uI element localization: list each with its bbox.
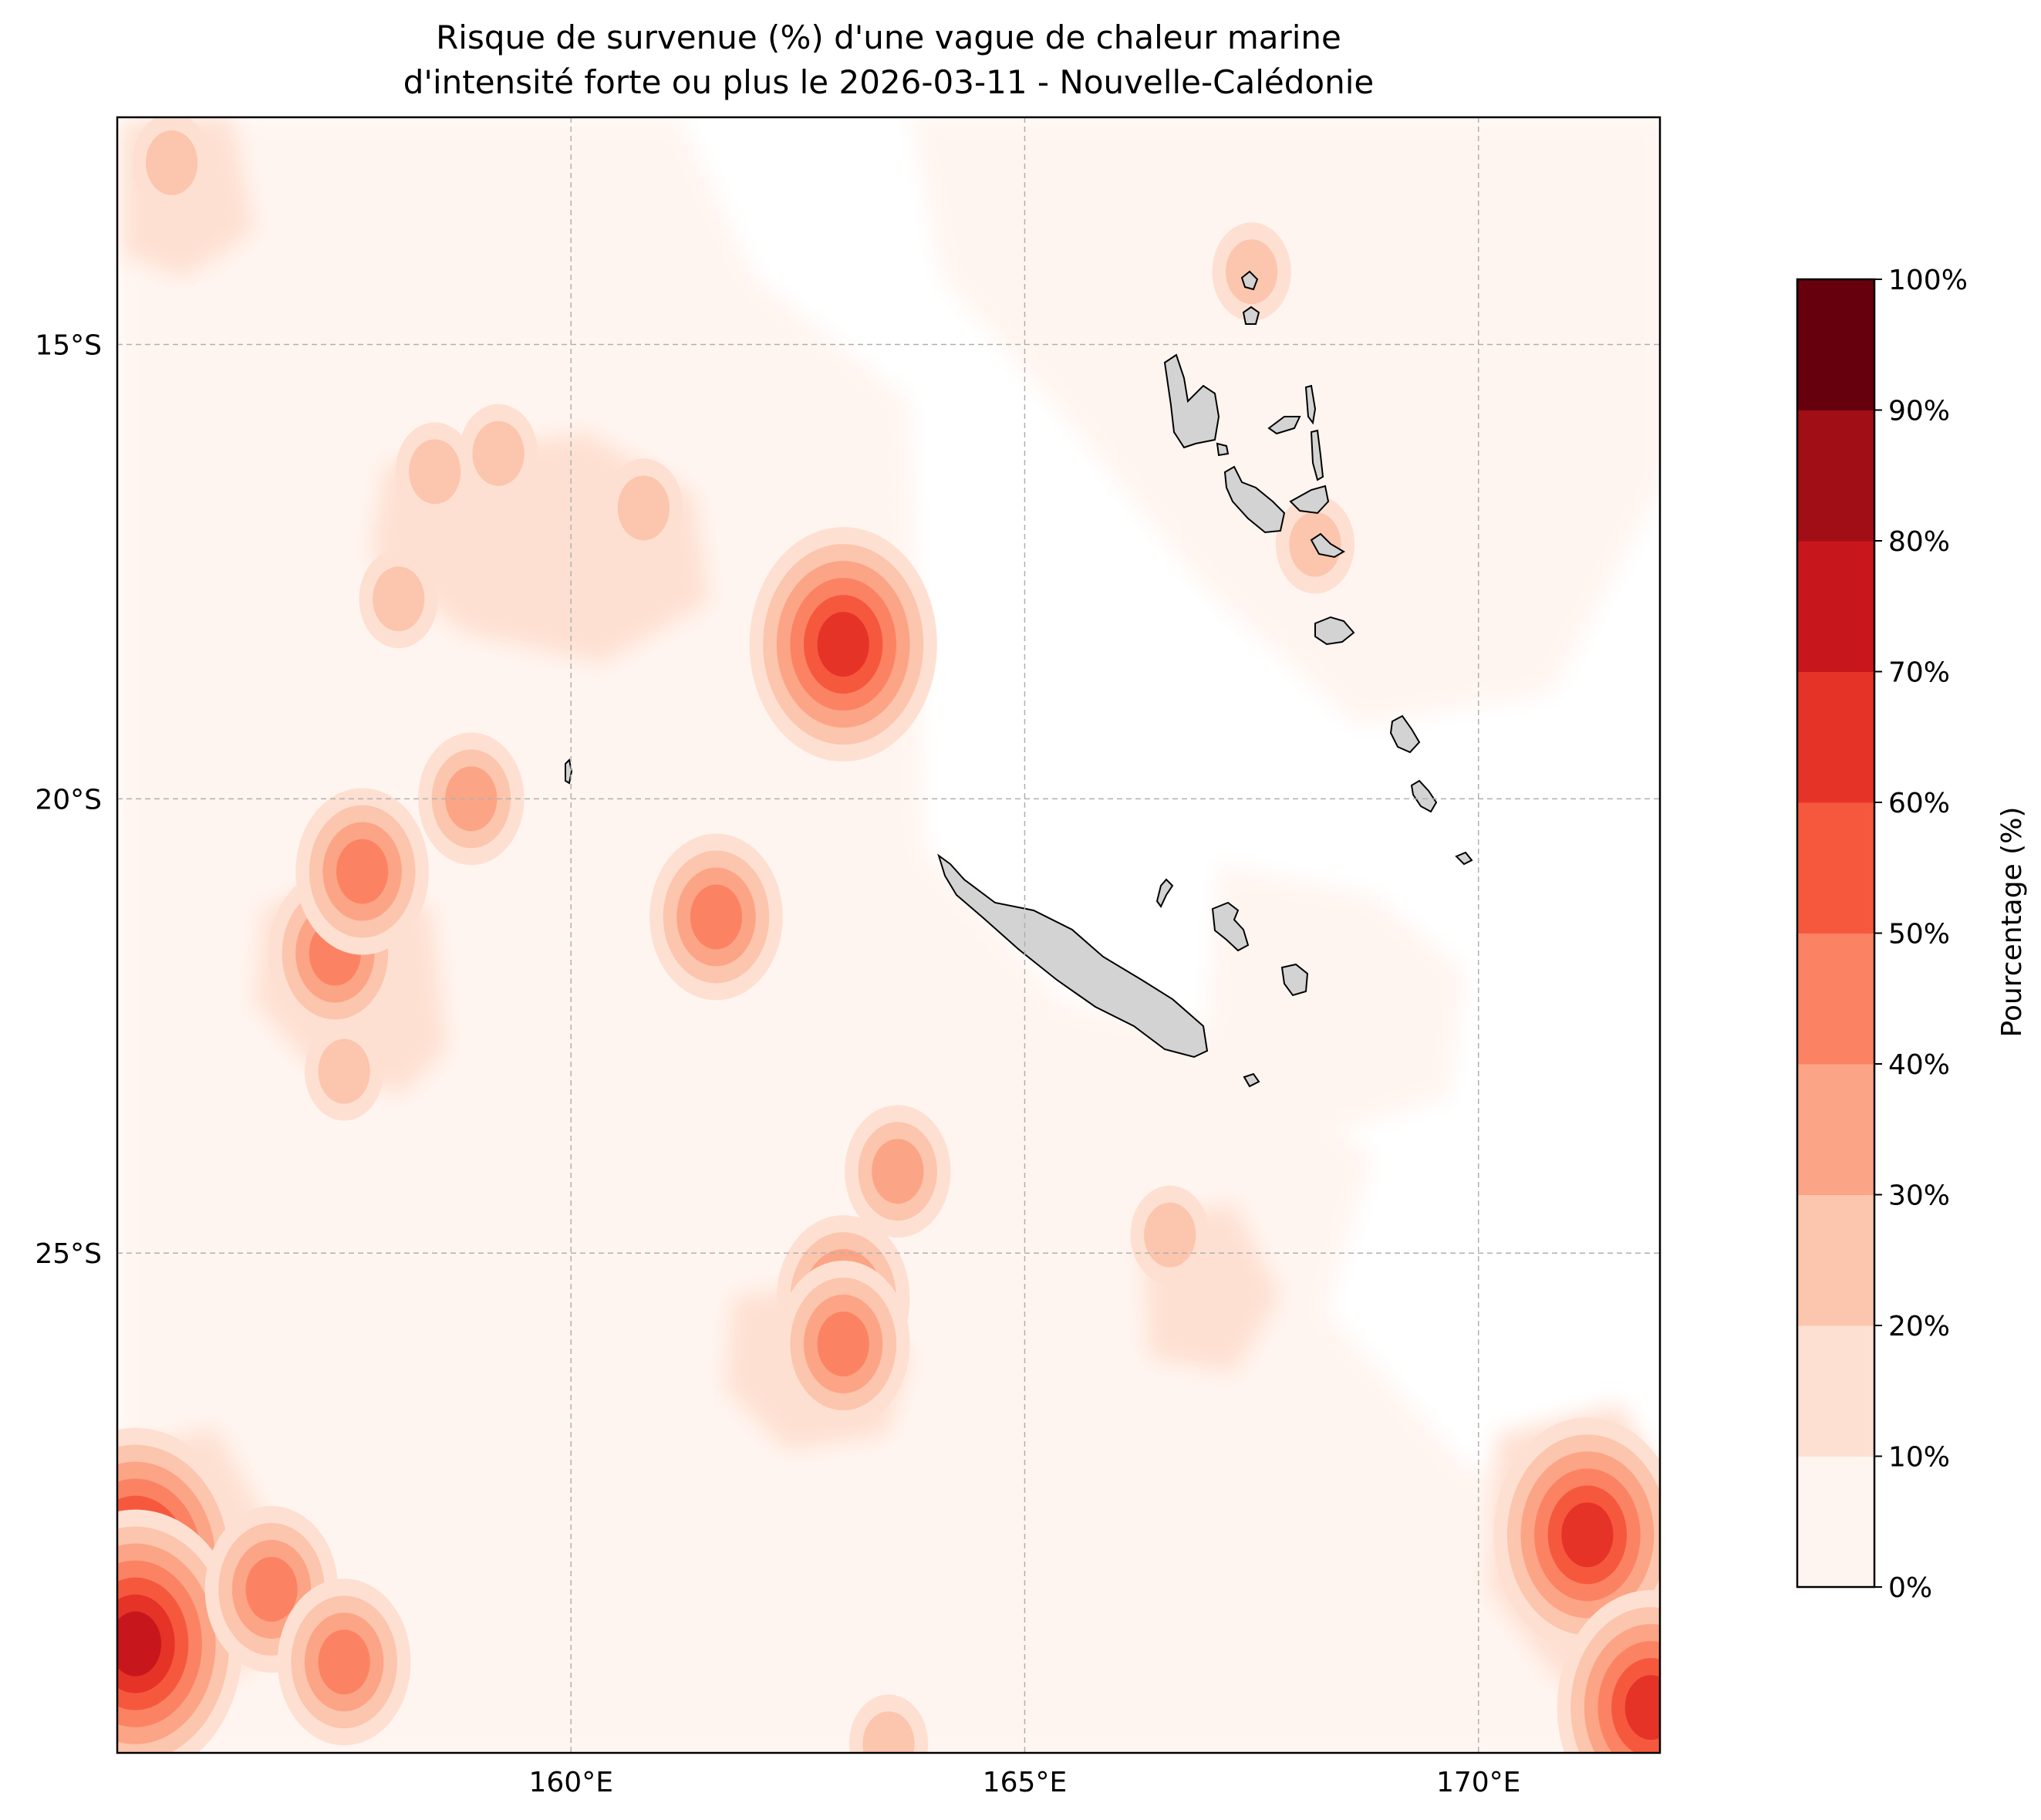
risk-hotspot [1557, 1590, 1660, 1753]
colorbar-segment [1797, 802, 1874, 934]
map-title-line-1: Risque de survenue (%) d'une vague de ch… [436, 19, 1341, 56]
island-ouvea [1155, 878, 1174, 908]
island-vanuatu-maewo [1304, 384, 1317, 425]
risk-hotspot [844, 1105, 951, 1238]
colorbar-label: Pourcentage (%) [1996, 807, 2028, 1038]
colorbar-segment [1797, 410, 1874, 542]
map-frame [116, 116, 1661, 1754]
risk-contour-band [872, 1139, 924, 1204]
island-vanuatu-efate [1314, 616, 1355, 646]
risk-contour-band [318, 1629, 370, 1695]
colorbar-segment [1797, 1194, 1874, 1326]
risk-hotspot [117, 1509, 243, 1753]
island-vanuatu-espiritu-santo [1163, 353, 1220, 449]
risk-contour-band [690, 884, 743, 950]
risk-contour-band [245, 1557, 298, 1622]
risk-hotspot [277, 1579, 411, 1746]
island-vanuatu-epi [1310, 532, 1345, 559]
axis-tick-labels: 160°E 165°E 170°E 15°S 20°S 25°S [35, 329, 1520, 1798]
risk-hotspot [395, 422, 474, 522]
risk-contour-band [817, 612, 869, 677]
colorbar-segment [1797, 279, 1874, 410]
risk-contour-band [117, 1611, 162, 1676]
risk-contour-band [1561, 1502, 1614, 1568]
colorbar-tick-label: 40% [1888, 1049, 1950, 1081]
colorbar-tick-label: 30% [1888, 1180, 1950, 1212]
risk-hotspots [117, 117, 1660, 1753]
risk-hotspot [776, 1261, 910, 1427]
colorbar-segment [1797, 541, 1874, 672]
colorbar-tick-label: 60% [1888, 788, 1950, 819]
island-vanuatu-ambrym [1289, 485, 1330, 515]
island-vanuatu-malo [1216, 442, 1230, 457]
lon-tick-label: 160°E [529, 1767, 613, 1798]
risk-contour-band [145, 130, 198, 195]
colorbar-segment [1797, 933, 1874, 1065]
risk-hotspot [649, 833, 783, 1001]
risk-hotspot [295, 788, 430, 955]
land-masses [565, 270, 1473, 1088]
island-torres-north [1240, 270, 1259, 291]
colorbar-tick-label: 80% [1888, 526, 1950, 558]
colorbar-segment [1797, 671, 1874, 803]
risk-hotspot [1130, 1185, 1209, 1285]
colorbar-tick-label: 10% [1888, 1442, 1950, 1474]
risk-hotspot [749, 527, 937, 762]
risk-contour-band [1225, 239, 1278, 305]
map-title-line-2: d'intensité forte ou plus le 2026-03-11 … [403, 63, 1375, 101]
risk-contour-band [1624, 1675, 1660, 1741]
colorbar-tick-label: 0% [1888, 1572, 1932, 1604]
risk-hotspot [359, 549, 438, 649]
island-torres-south [1242, 306, 1260, 325]
colorbar-tick-label: 100% [1888, 265, 1968, 296]
lat-tick-label: 25°S [35, 1238, 102, 1270]
lat-tick-label: 15°S [35, 329, 102, 361]
risk-hotspot [604, 458, 683, 558]
island-lifou [1211, 901, 1250, 952]
risk-hotspot [1493, 1417, 1660, 1653]
colorbar: 0% 10% 20% 30% 40% 50% 60% 70% 80% 90% 100% [1796, 265, 1968, 1604]
risk-contour-band [409, 439, 461, 505]
colorbar-tick-label: 90% [1888, 396, 1950, 427]
island-vanuatu-malekula [1223, 465, 1286, 534]
island-mare [1280, 963, 1309, 997]
colorbar-segment [1797, 1456, 1874, 1588]
island-vanuatu-ambae [1267, 416, 1301, 435]
risk-contour-band [472, 420, 525, 486]
colorbar-tick-label: 70% [1888, 657, 1950, 689]
lon-tick-label: 170°E [1436, 1767, 1520, 1798]
island-vanuatu-aneityum [1455, 851, 1473, 866]
island-ile-des-pins [1243, 1072, 1260, 1088]
island-vanuatu-pentecost [1310, 429, 1324, 481]
risk-contour-band [318, 1038, 370, 1104]
risk-contour-band [336, 839, 389, 904]
gridlines [117, 117, 1660, 1753]
risk-contour-band [373, 566, 425, 632]
lon-tick-label: 165°E [983, 1767, 1067, 1798]
risk-contour-band [1144, 1202, 1196, 1268]
island-vanuatu-erromango [1389, 714, 1421, 754]
lat-tick-label: 20°S [35, 784, 102, 815]
risk-hotspot [304, 1021, 384, 1121]
risk-field-low-east [1203, 864, 1466, 1142]
risk-contour-band [617, 475, 670, 541]
risk-hotspot [1212, 222, 1291, 322]
colorbar-tick-label: 50% [1888, 919, 1950, 951]
risk-contour-band [817, 1312, 869, 1376]
risk-contour-band [862, 1711, 915, 1753]
island-vanuatu-tanna [1410, 779, 1438, 813]
colorbar-segment [1797, 1064, 1874, 1195]
risk-hotspot [132, 117, 211, 212]
risk-hotspot [458, 404, 538, 503]
island-grande-terre [937, 853, 1209, 1059]
colorbar-segment [1797, 1325, 1874, 1457]
colorbar-tick-label: 20% [1888, 1311, 1950, 1342]
risk-hotspot [848, 1694, 929, 1753]
